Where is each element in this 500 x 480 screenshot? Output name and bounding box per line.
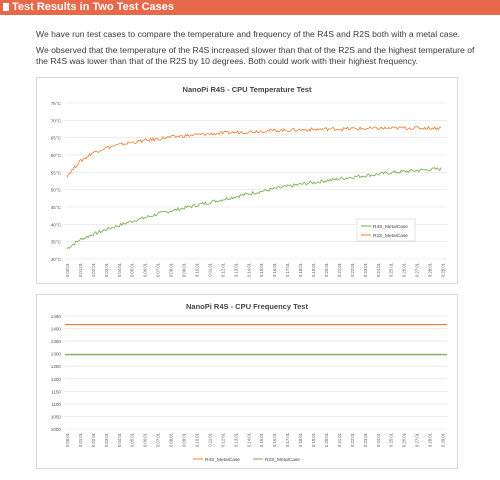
temp-x-tick-label: 0:16:01 xyxy=(272,262,277,277)
temp-x-tick-label: 0:11:01 xyxy=(207,262,212,276)
temp-x-tick-label: 0:20:01 xyxy=(324,262,329,277)
temperature-chart: NanoPi R4S - CPU Temperature Test 75°C 70°… xyxy=(51,85,447,277)
freq-x-tick-label: 0:10:01 xyxy=(194,432,199,447)
freq-x-tick-label: 0:13:01 xyxy=(233,432,238,447)
temp-x-tick-label: 0:07:01 xyxy=(156,262,161,277)
freq-x-tick-label: 0:20:01 xyxy=(324,432,329,447)
temp-legend-label: R2S_MetalCase xyxy=(373,233,408,239)
temp-legend-box xyxy=(356,218,416,242)
temp-chart-title: NanoPi R4S - CPU Temperature Test xyxy=(183,85,312,94)
freq-y-tick-label: 1150 xyxy=(51,389,61,394)
section-header: Test Results in Two Test Cases xyxy=(0,0,500,15)
freq-x-tick-label: 0:16:01 xyxy=(272,432,277,447)
freq-x-tick-label: 0:28:01 xyxy=(428,432,433,447)
temp-x-tick-label: 0:15:01 xyxy=(259,262,264,277)
freq-x-tick-label: 0:09:01 xyxy=(182,432,187,447)
temp-y-tick-label: 35°C xyxy=(51,240,62,245)
freq-x-tick-label: 0:05:01 xyxy=(130,432,135,447)
temp-x-tick-label: 0:18:01 xyxy=(298,262,303,277)
temp-x-tick-label: 0:00:01 xyxy=(65,262,70,277)
freq-y-tick-label: 1250 xyxy=(51,364,62,369)
freq-y-tick-label: 1450 xyxy=(51,314,62,319)
temp-x-tick-label: 0:21:01 xyxy=(337,262,342,277)
freq-x-tick-label: 0:00:01 xyxy=(65,432,70,447)
temp-x-tick-label: 0:08:01 xyxy=(169,262,174,277)
freq-y-tick-label: 1050 xyxy=(51,414,62,419)
temp-y-tick-label: 50°C xyxy=(51,188,62,193)
temp-x-tick-label: 0:29:01 xyxy=(441,262,446,277)
freq-legend-label: R4S_MetalCase xyxy=(205,457,240,463)
temp-x-tick-label: 0:14:01 xyxy=(246,262,251,277)
freq-x-tick-label: 0:04:01 xyxy=(117,432,122,447)
freq-x-tick-label: 0:18:01 xyxy=(298,432,303,447)
freq-x-tick-label: 0:22:01 xyxy=(350,432,355,447)
freq-y-tick-label: 1100 xyxy=(51,402,61,407)
freq-y-tick-label: 1400 xyxy=(51,327,62,332)
header-bullet-icon xyxy=(3,3,9,11)
observation-paragraph: We observed that the temperature of the … xyxy=(36,45,475,66)
temp-x-tick-label: 0:13:01 xyxy=(233,262,238,277)
freq-x-tick-label: 0:19:01 xyxy=(311,432,316,447)
frequency-chart: NanoPi R4S - CPU Frequency Test 1450 1400 1… xyxy=(51,302,447,463)
freq-y-tick-label: 1350 xyxy=(51,339,62,344)
temp-x-tick-label: 0:23:01 xyxy=(363,262,368,277)
temp-x-tick-label: 0:24:01 xyxy=(376,262,381,277)
temp-x-tick-label: 0:19:01 xyxy=(311,262,316,277)
temp-y-tick-label: 70°C xyxy=(51,118,62,123)
freq-y-tick-label: 1000 xyxy=(51,427,62,432)
temp-series-line-R2S_MetalCase xyxy=(66,125,442,178)
freq-y-tick-label: 1300 xyxy=(51,352,62,357)
temp-x-tick-label: 0:27:01 xyxy=(415,262,420,277)
temp-y-tick-label: 60°C xyxy=(51,153,62,158)
freq-x-tick-label: 0:15:01 xyxy=(259,432,264,447)
temp-x-tick-label: 0:12:01 xyxy=(220,262,225,277)
temp-y-tick-label: 45°C xyxy=(51,205,62,210)
freq-x-tick-label: 0:27:01 xyxy=(415,432,420,447)
intro-paragraph: We have run test cases to compare the te… xyxy=(36,29,461,39)
freq-x-tick-label: 0:23:01 xyxy=(363,432,368,447)
temp-x-tick-label: 0:01:01 xyxy=(78,262,83,277)
temp-y-tick-label: 65°C xyxy=(51,136,62,141)
temp-x-tick-label: 0:05:01 xyxy=(130,262,135,277)
temp-y-tick-label: 30°C xyxy=(51,257,62,262)
temp-x-tick-label: 0:25:01 xyxy=(389,262,394,277)
freq-x-tick-label: 0:29:01 xyxy=(441,432,446,447)
temp-x-tick-label: 0:09:01 xyxy=(182,262,187,277)
freq-x-tick-label: 0:12:01 xyxy=(220,432,225,447)
temp-x-tick-label: 0:04:01 xyxy=(117,262,122,277)
freq-x-tick-label: 0:03:01 xyxy=(104,432,109,447)
freq-x-tick-label: 0:24:01 xyxy=(376,432,381,447)
temp-series-line-R4S_MetalCase xyxy=(66,167,442,249)
section-title: Test Results in Two Test Cases xyxy=(12,1,174,13)
temp-x-tick-label: 0:22:01 xyxy=(350,262,355,277)
temp-x-tick-label: 0:02:01 xyxy=(91,262,96,277)
temp-y-tick-label: 55°C xyxy=(51,170,62,175)
freq-y-tick-label: 1200 xyxy=(51,377,62,382)
temp-y-tick-label: 75°C xyxy=(51,101,62,106)
freq-x-tick-label: 0:08:01 xyxy=(169,432,174,447)
freq-x-tick-label: 0:01:01 xyxy=(78,432,83,447)
freq-x-tick-label: 0:06:01 xyxy=(143,432,148,447)
freq-x-tick-label: 0:07:01 xyxy=(156,432,161,447)
freq-x-tick-label: 0:25:01 xyxy=(389,432,394,447)
freq-x-tick-label: 0:11:01 xyxy=(207,432,212,446)
temp-legend-label: R4S_MetalCase xyxy=(373,224,408,230)
freq-x-tick-label: 0:17:01 xyxy=(285,432,290,447)
freq-chart-title: NanoPi R4S - CPU Frequency Test xyxy=(186,302,308,311)
temp-x-tick-label: 0:26:01 xyxy=(402,262,407,277)
temp-x-tick-label: 0:03:01 xyxy=(104,262,109,277)
freq-legend-label: R2S_MetalCase xyxy=(265,457,300,463)
temp-y-tick-label: 40°C xyxy=(51,222,62,227)
temp-x-tick-label: 0:10:01 xyxy=(194,262,199,277)
temperature-chart-container: NanoPi R4S - CPU Temperature Test 75°C 70°… xyxy=(36,77,458,284)
temp-x-tick-label: 0:28:01 xyxy=(428,262,433,277)
freq-x-tick-label: 0:21:01 xyxy=(337,432,342,447)
temp-x-tick-label: 0:06:01 xyxy=(143,262,148,277)
freq-x-tick-label: 0:14:01 xyxy=(246,432,251,447)
freq-x-tick-label: 0:26:01 xyxy=(402,432,407,447)
freq-x-tick-label: 0:02:01 xyxy=(91,432,96,447)
temp-x-tick-label: 0:17:01 xyxy=(285,262,290,277)
frequency-chart-container: NanoPi R4S - CPU Frequency Test 1450 1400 1… xyxy=(36,294,458,469)
